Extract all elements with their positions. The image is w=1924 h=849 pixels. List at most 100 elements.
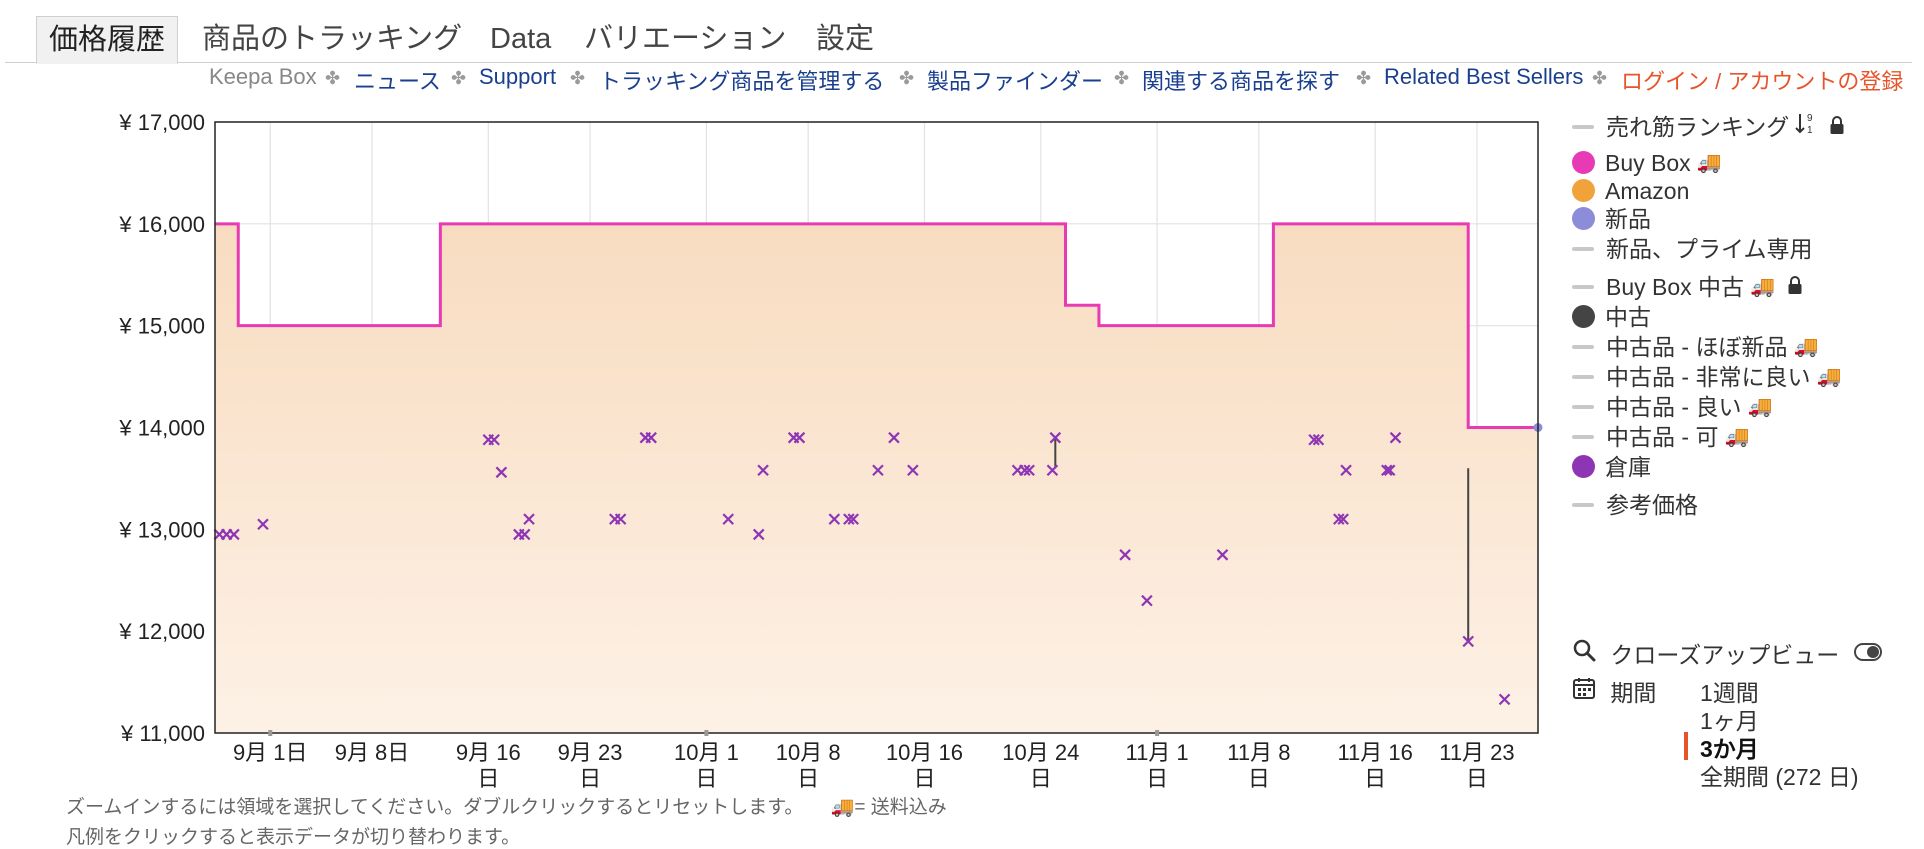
warehouse-point[interactable]	[1389, 431, 1402, 444]
warehouse-point[interactable]	[847, 513, 860, 525]
warehouse-point[interactable]	[1308, 433, 1320, 446]
warehouse-point[interactable]	[228, 528, 240, 541]
warehouse-point[interactable]	[793, 431, 806, 444]
legend-item[interactable]: 中古	[1572, 300, 1651, 330]
news-link[interactable]: ニュース	[354, 69, 441, 94]
warehouse-point[interactable]	[843, 513, 855, 525]
legend-item[interactable]: 倉庫	[1572, 450, 1651, 480]
separator-icon: ✤	[451, 68, 467, 88]
tab-data[interactable]: Data	[490, 23, 552, 55]
warehouse-point[interactable]	[1119, 549, 1131, 561]
legend-label: Buy Box 中古	[1606, 273, 1745, 300]
y-tick-label: ¥ 13,000	[118, 517, 205, 542]
range-1-week[interactable]: 1週間	[1700, 680, 1759, 706]
plot-border	[214, 121, 1539, 734]
period-label: 期間	[1610, 680, 1657, 706]
range-all[interactable]: 全期間 (272 日)	[1700, 764, 1859, 790]
warehouse-point[interactable]	[495, 466, 508, 479]
tab-settings[interactable]: 設定	[816, 23, 875, 55]
legend-item[interactable]: Buy Box 中古 🚚	[1572, 270, 1803, 300]
warehouse-point[interactable]	[518, 528, 531, 541]
x-tick-label: 9月 16 日	[456, 740, 521, 791]
warehouse-point[interactable]	[1381, 464, 1393, 477]
warehouse-point[interactable]	[488, 433, 500, 446]
truck-icon: 🚚	[1793, 335, 1819, 358]
buy-box-area	[215, 223, 1538, 734]
legend-item[interactable]: 中古品 - ほぼ新品 🚚	[1572, 330, 1818, 360]
y-axis: ¥ 17,000 ¥ 16,000 ¥ 15,000 ¥ 14,000 ¥ 13,000…	[118, 110, 205, 746]
warehouse-point[interactable]	[757, 464, 769, 477]
zoom-hint-text: ズームインするには領域を選択してください。ダブルクリックするとリセットします。	[66, 797, 804, 818]
legend-item[interactable]: Amazon	[1572, 174, 1689, 204]
warehouse-point[interactable]	[1216, 549, 1229, 561]
warehouse-point[interactable]	[1333, 513, 1345, 525]
legend-dot-icon	[1572, 207, 1595, 231]
buy-box-line[interactable]	[215, 222, 1538, 429]
month-marker	[268, 730, 273, 736]
legend-item[interactable]: 参考価格	[1572, 488, 1698, 518]
legend-item[interactable]: 中古品 - 非常に良い 🚚	[1572, 360, 1841, 390]
warehouse-point[interactable]	[1049, 431, 1062, 444]
support-link[interactable]: Support	[479, 64, 557, 89]
x-tick-label: 11月 16 日	[1337, 740, 1412, 791]
tab-price-history[interactable]: 価格履歴	[36, 16, 179, 64]
warehouse-point[interactable]	[752, 528, 765, 541]
warehouse-point[interactable]	[907, 464, 919, 477]
warehouse-point[interactable]	[1337, 513, 1349, 525]
warehouse-point[interactable]	[1462, 635, 1474, 648]
tab-baseline	[5, 62, 1912, 63]
login-link[interactable]: ログイン / アカウントの登録	[1621, 69, 1904, 94]
tab-variations[interactable]: バリエーション	[584, 23, 787, 55]
warehouse-point[interactable]	[1383, 464, 1396, 477]
range-3-months[interactable]: 3か月	[1700, 736, 1759, 762]
truck-icon: 🚚	[1816, 365, 1842, 388]
legend-label: Buy Box	[1605, 149, 1691, 176]
range-1-month[interactable]: 1ヶ月	[1700, 708, 1759, 734]
warehouse-point[interactable]	[872, 464, 884, 477]
warehouse-point[interactable]	[523, 513, 535, 525]
separator-icon: ✤	[325, 68, 341, 88]
warehouse-point[interactable]	[1498, 693, 1511, 706]
warehouse-point[interactable]	[888, 431, 900, 444]
legend-label: 参考価格	[1606, 491, 1698, 518]
warehouse-point[interactable]	[645, 431, 657, 444]
warehouse-point[interactable]	[722, 513, 734, 525]
legend-dash-icon	[1572, 124, 1594, 129]
legend-item[interactable]: 中古品 - 可 🚚	[1572, 420, 1749, 450]
legend-label: 倉庫	[1605, 453, 1651, 480]
legend-item[interactable]: 売れ筋ランキング 9 1	[1572, 110, 1845, 140]
y-tick-label: ¥ 14,000	[118, 416, 205, 441]
month-marker	[704, 730, 709, 736]
warehouse-point[interactable]	[828, 513, 841, 525]
warehouse-point[interactable]	[614, 513, 627, 525]
warehouse-point[interactable]	[1312, 433, 1325, 446]
lock-icon	[1829, 112, 1845, 142]
separator-icon: ✤	[1592, 68, 1608, 88]
warehouse-point[interactable]	[257, 518, 269, 531]
warehouse-point[interactable]	[1019, 464, 1031, 477]
tab-tracking[interactable]: 商品のトラッキング	[202, 23, 463, 55]
legend-dash-icon	[1572, 404, 1594, 409]
related-products-link[interactable]: 関連する商品を探す	[1142, 69, 1341, 94]
manage-tracking-link[interactable]: トラッキング商品を管理する	[599, 69, 885, 94]
warehouse-point[interactable]	[1340, 464, 1352, 477]
warehouse-point[interactable]	[1023, 464, 1035, 477]
related-best-sellers-link[interactable]: Related Best Sellers	[1384, 64, 1584, 89]
legend-item[interactable]: 新品、プライム専用	[1572, 232, 1813, 262]
separator-icon: ✤	[899, 68, 915, 88]
separator-icon: ✤	[1356, 68, 1372, 88]
legend-item[interactable]: 中古品 - 良い 🚚	[1572, 390, 1772, 420]
product-finder-link[interactable]: 製品ファインダー	[927, 69, 1104, 94]
price-history-chart[interactable]: ¥ 17,000 ¥ 16,000 ¥ 15,000 ¥ 14,000 ¥ 13,000…	[0, 95, 1560, 795]
closeup-toggle-row[interactable]: クローズアップビュー	[1572, 636, 1882, 670]
warehouse-point[interactable]	[1046, 464, 1059, 477]
warehouse-point[interactable]	[1141, 594, 1153, 607]
legend-item[interactable]: Buy Box 🚚	[1572, 146, 1722, 176]
toggle-icon[interactable]	[1853, 640, 1882, 667]
y-tick-label: ¥ 12,000	[118, 619, 205, 644]
keepa-box-link[interactable]: Keepa Box	[209, 64, 317, 89]
legend-item[interactable]: 新品	[1572, 202, 1651, 232]
x-tick-label: 9月 1日	[233, 740, 308, 765]
